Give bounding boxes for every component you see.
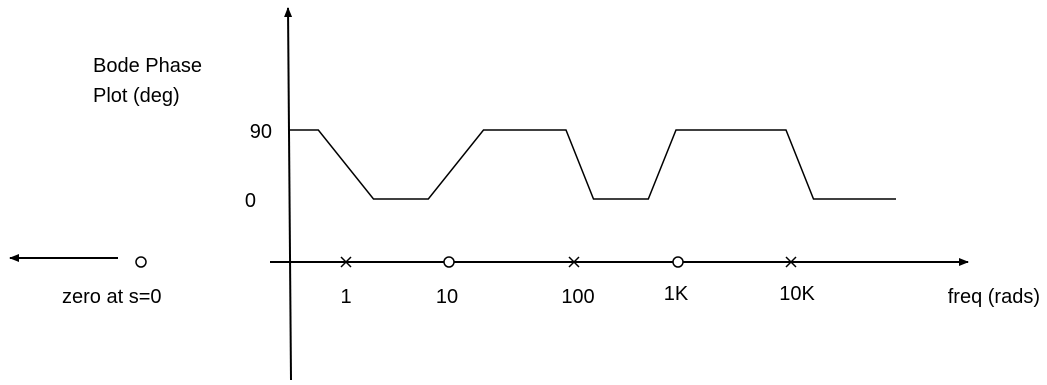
x-tick-markers [340, 256, 797, 268]
zero-at-origin-label: zero at s=0 [62, 286, 162, 308]
x-tick-label-1: 1 [340, 286, 351, 308]
pole-marker-1 [340, 256, 352, 268]
x-tick-label-10k: 10K [779, 283, 815, 305]
xlabel: freq (rads) [948, 286, 1040, 308]
y-tick-label-90: 90 [250, 121, 272, 143]
x-tick-label-10: 10 [436, 286, 458, 308]
x-tick-label-1k: 1K [664, 283, 689, 305]
ylabel-line2: Plot (deg) [93, 85, 180, 107]
ylabel-line1: Bode Phase [93, 55, 202, 77]
x-tick-label-100: 100 [561, 286, 594, 308]
zero-marker-1k [672, 256, 684, 268]
phase-series-line [288, 129, 896, 200]
y-axis [284, 7, 293, 381]
zero-at-origin-marker [135, 256, 147, 268]
y-tick-label-0: 0 [245, 190, 256, 212]
zero-marker-10 [443, 256, 455, 268]
pole-marker-100 [568, 256, 580, 268]
pole-marker-10k [785, 256, 797, 268]
